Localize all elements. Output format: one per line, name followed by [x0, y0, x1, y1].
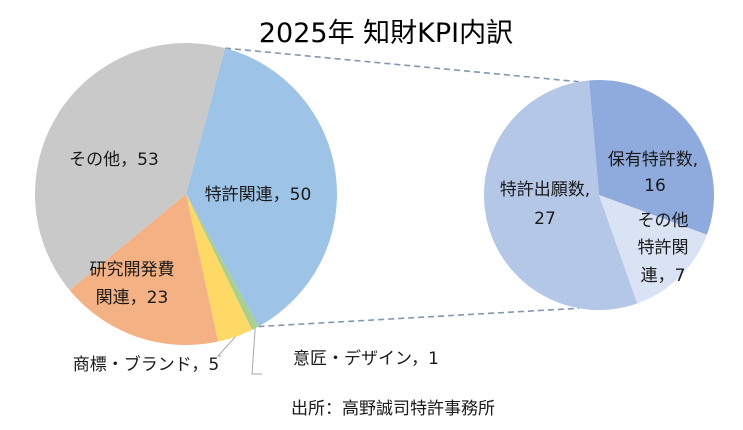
detail-slice-0 — [588, 80, 715, 235]
leader-lines — [216, 328, 262, 375]
chart-title: 2025年 知財KPI内訳 — [259, 18, 513, 49]
leader-line-design — [251, 328, 262, 375]
data-label-design: 意匠・デザイン，1 — [293, 348, 439, 369]
data-label-rnd-line2: 関連，23 — [96, 288, 169, 308]
data-label-other-patent-line2: 特許関 — [638, 238, 689, 258]
main-slice-2 — [186, 194, 252, 342]
data-label-other-patent-line3: 連，7 — [641, 266, 686, 286]
data-label-holdings-line2: 16 — [644, 176, 666, 196]
data-label-applications-line1: 特許出願数, — [500, 180, 590, 200]
connector-line-bottom — [258, 307, 580, 328]
detail-pie — [483, 80, 715, 311]
data-label-applications-line2: 27 — [534, 209, 556, 229]
connector-lines — [225, 47, 580, 328]
data-label-holdings-line1: 保有特許数, — [608, 150, 698, 170]
main-slice-0 — [186, 48, 337, 327]
data-label-rnd-line1: 研究開発費 — [90, 260, 175, 280]
main-slice-1 — [186, 194, 259, 330]
main-pie — [35, 43, 337, 346]
data-label-patent: 特許関連，50 — [205, 185, 312, 205]
data-label-other-patent-line1: その他 — [638, 211, 689, 231]
detail-slice-1 — [599, 195, 707, 304]
data-label-other: その他，53 — [69, 150, 159, 170]
leader-line-trademark — [216, 336, 236, 357]
main-slice-4 — [35, 43, 226, 291]
detail-slice-2 — [483, 80, 638, 311]
main-slice-3 — [69, 194, 219, 346]
source-note: 出所：高野誠司特許事務所 — [291, 399, 495, 419]
data-label-trademark: 商標・ブランド，5 — [73, 354, 219, 375]
